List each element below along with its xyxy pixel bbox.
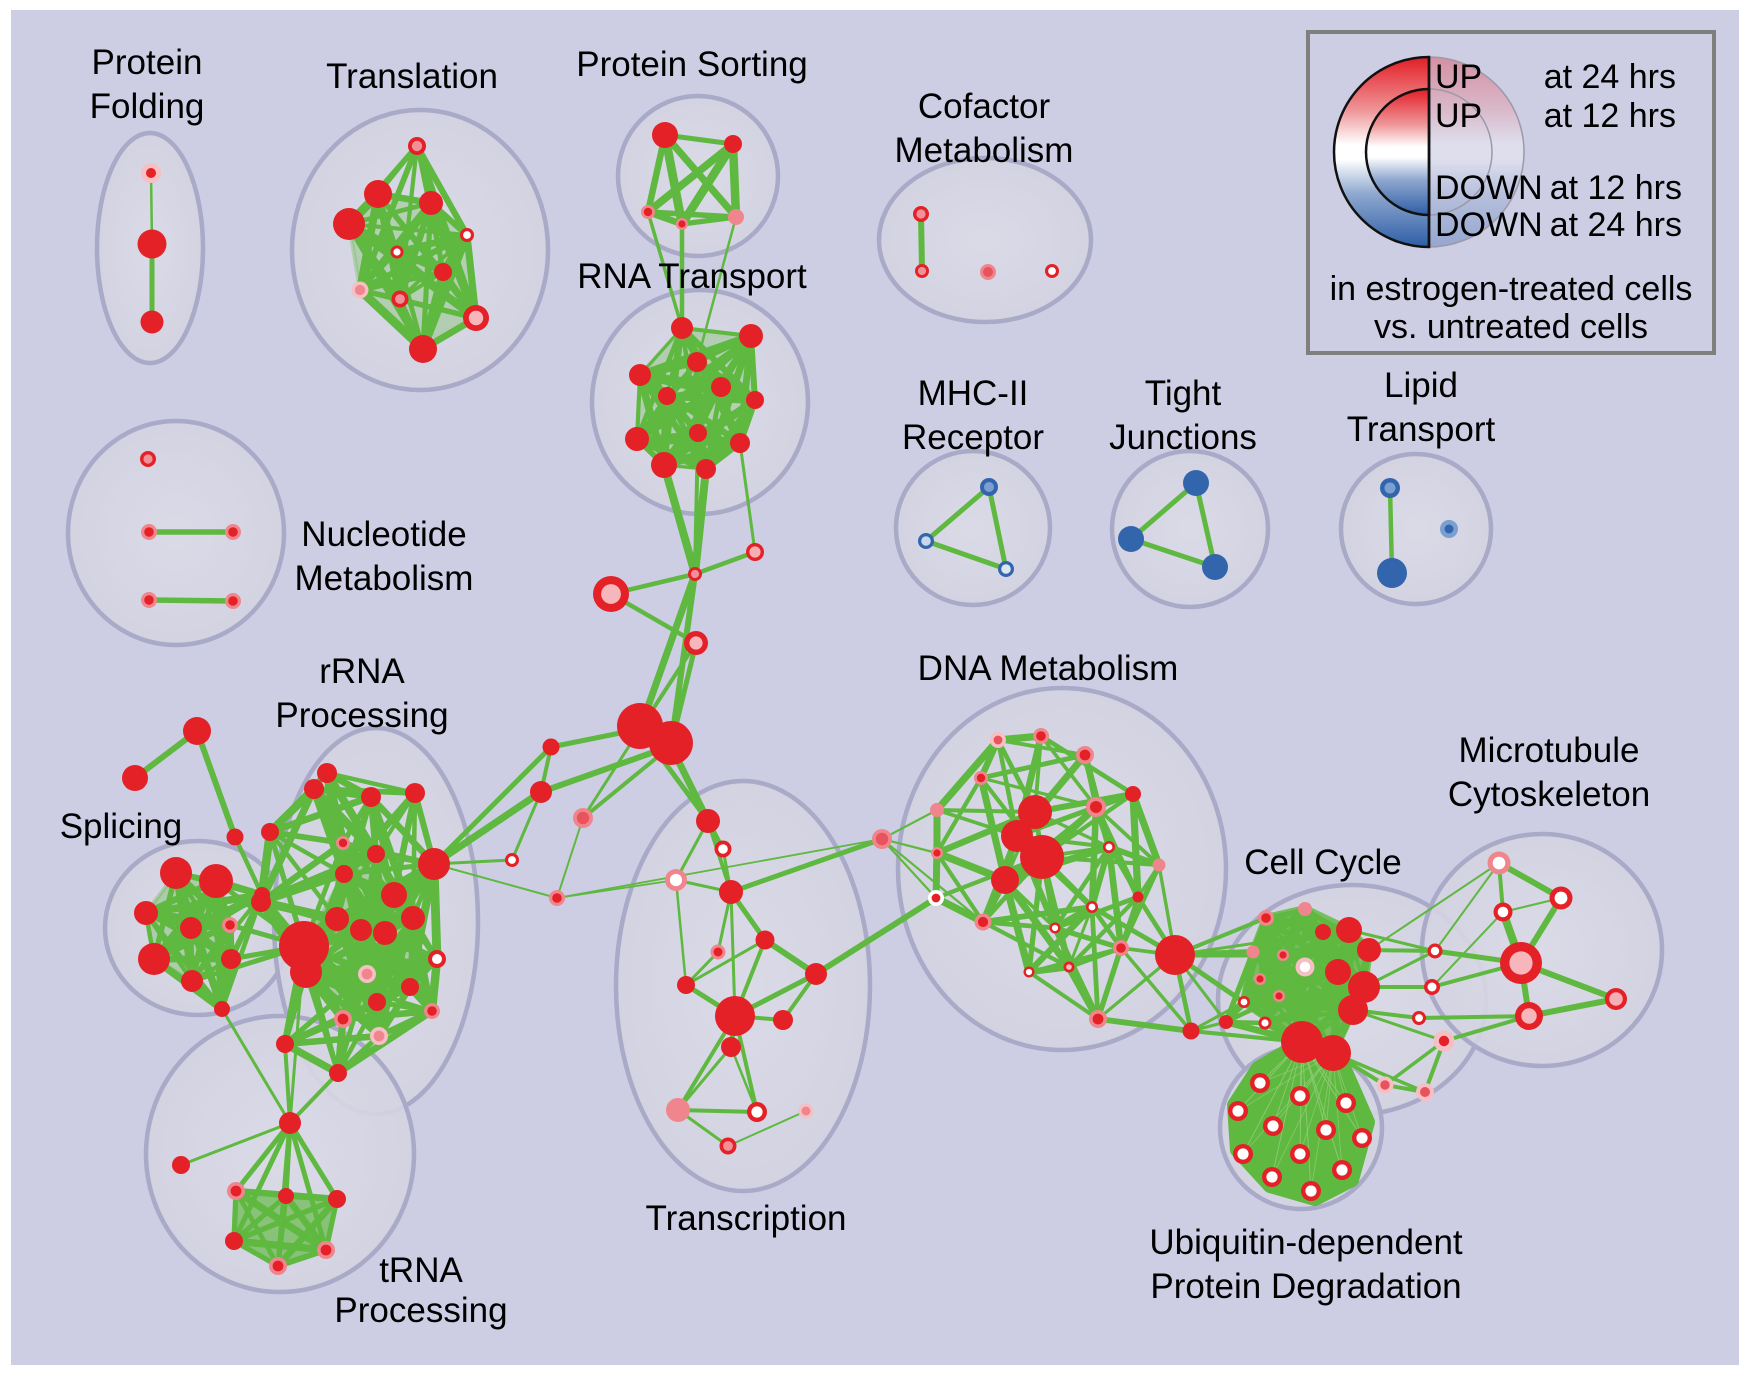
svg-text:Translation: Translation	[326, 57, 498, 96]
svg-text:at 12 hrs: at 12 hrs	[1544, 97, 1676, 135]
svg-text:Protein Sorting: Protein Sorting	[576, 45, 808, 84]
svg-text:DNA Metabolism: DNA Metabolism	[918, 649, 1179, 688]
svg-text:Cell Cycle: Cell Cycle	[1244, 843, 1402, 882]
svg-text:vs. untreated cells: vs. untreated cells	[1374, 308, 1648, 346]
svg-text:UP: UP	[1435, 97, 1482, 135]
svg-text:Protein: Protein	[92, 43, 203, 82]
svg-text:Receptor: Receptor	[902, 418, 1044, 457]
svg-text:Cytoskeleton: Cytoskeleton	[1448, 775, 1650, 814]
svg-text:Transport: Transport	[1347, 410, 1496, 449]
svg-text:at 24 hrs: at 24 hrs	[1544, 58, 1676, 96]
svg-text:UP: UP	[1435, 58, 1482, 96]
svg-text:RNA Transport: RNA Transport	[577, 257, 807, 296]
svg-text:Ubiquitin-dependent: Ubiquitin-dependent	[1149, 1223, 1463, 1262]
svg-text:Junctions: Junctions	[1109, 418, 1257, 457]
svg-text:tRNA: tRNA	[379, 1251, 463, 1290]
svg-text:Metabolism: Metabolism	[295, 559, 474, 598]
svg-text:Lipid: Lipid	[1384, 366, 1458, 405]
svg-text:Transcription: Transcription	[646, 1199, 847, 1238]
svg-text:in estrogen-treated cells: in estrogen-treated cells	[1330, 270, 1693, 308]
svg-text:Splicing: Splicing	[60, 807, 183, 846]
svg-text:Nucleotide: Nucleotide	[301, 515, 466, 554]
svg-text:at 24 hrs: at 24 hrs	[1550, 206, 1682, 244]
svg-text:Folding: Folding	[90, 87, 205, 126]
svg-text:Processing: Processing	[334, 1291, 507, 1330]
svg-text:DOWN: DOWN	[1435, 169, 1543, 207]
svg-text:at 12 hrs: at 12 hrs	[1550, 169, 1682, 207]
svg-text:Processing: Processing	[275, 696, 448, 735]
svg-text:DOWN: DOWN	[1435, 206, 1543, 244]
svg-text:rRNA: rRNA	[319, 652, 405, 691]
svg-text:Cofactor: Cofactor	[918, 87, 1051, 126]
svg-text:Tight: Tight	[1145, 374, 1222, 413]
svg-text:Protein Degradation: Protein Degradation	[1150, 1267, 1461, 1306]
svg-text:MHC-II: MHC-II	[918, 374, 1029, 413]
svg-text:Metabolism: Metabolism	[895, 131, 1074, 170]
svg-text:Microtubule: Microtubule	[1459, 731, 1640, 770]
